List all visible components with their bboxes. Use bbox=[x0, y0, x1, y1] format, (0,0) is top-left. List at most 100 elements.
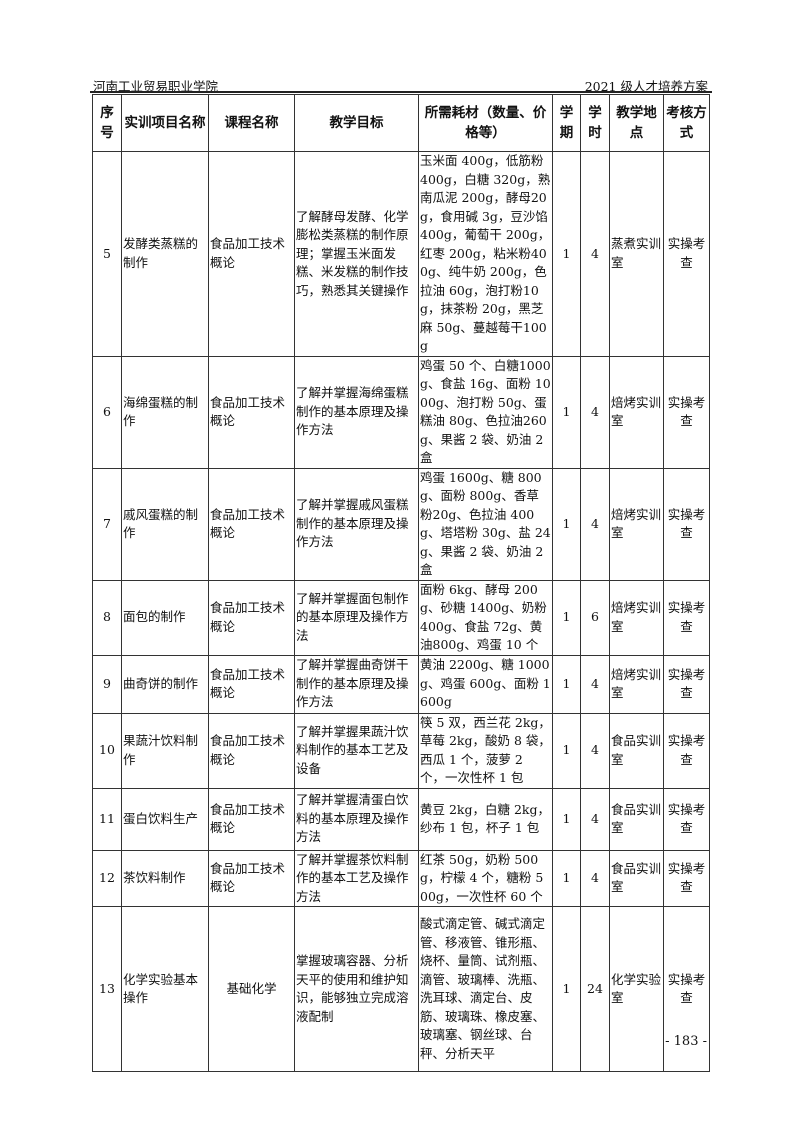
column-header: 学时 bbox=[580, 94, 610, 152]
cell-course: 食品加工技术概论 bbox=[208, 712, 295, 789]
cell-hours: 6 bbox=[580, 579, 610, 656]
table-header-row: 序号 实训项目名称 课程名称 教学目标 所需耗材（数量、价格等） 学期 学时 教学地点 考核方式 bbox=[92, 94, 710, 152]
cell-course: 食品加工技术概论 bbox=[208, 654, 295, 714]
column-header: 所需耗材（数量、价格等） bbox=[418, 94, 553, 152]
cell-term: 1 bbox=[552, 712, 581, 789]
table-row: 12 茶饮料制作 食品加工技术概论 了解并掌握茶饮料制作的基本工艺及操作方法 红茶 50… bbox=[92, 849, 710, 907]
cell-place: 食品实训室 bbox=[609, 787, 664, 851]
cell-goal: 了解酵母发酵、化学膨松类蒸糕的制作原理；掌握玉米面发糕、米发糕的制作技巧，熟悉其… bbox=[294, 151, 419, 357]
cell-no: 5 bbox=[92, 151, 122, 357]
cell-no: 8 bbox=[92, 579, 122, 656]
column-header: 课程名称 bbox=[208, 94, 295, 152]
table-row: 13 化学实验基本操作 基础化学 掌握玻璃容器、分析天平的使用和维护知识，能够独立完成… bbox=[92, 906, 710, 1072]
cell-name: 戚风蛋糕的制作 bbox=[121, 467, 209, 581]
training-table: 序号 实训项目名称 课程名称 教学目标 所需耗材（数量、价格等） 学期 学时 教学地点 考核方式… bbox=[92, 94, 710, 1072]
table-row: 9 曲奇饼的制作 食品加工技术概论 了解并掌握曲奇饼干制作的基本原理及操作方法 黄油 2… bbox=[92, 654, 710, 714]
page-number: - 183 - bbox=[665, 1034, 707, 1049]
cell-hours: 4 bbox=[580, 849, 610, 907]
cell-goal: 了解并掌握茶饮料制作的基本工艺及操作方法 bbox=[294, 849, 419, 907]
cell-name: 面包的制作 bbox=[121, 579, 209, 656]
cell-exam: 实操考查 bbox=[663, 579, 710, 656]
cell-hours: 4 bbox=[580, 712, 610, 789]
header-institution: 河南工业贸易职业学院 bbox=[93, 79, 219, 94]
cell-course: 食品加工技术概论 bbox=[208, 467, 295, 581]
cell-materials: 玉米面 400g，低筋粉400g，白糖 320g，熟南瓜泥 200g，酵母20g… bbox=[418, 151, 553, 357]
table-row: 11 蛋白饮料生产 食品加工技术概论 了解并掌握清蛋白饮料的基本原理及操作方法 黄豆 2… bbox=[92, 787, 710, 851]
cell-course: 基础化学 bbox=[208, 906, 295, 1072]
cell-no: 7 bbox=[92, 467, 122, 581]
cell-course: 食品加工技术概论 bbox=[208, 579, 295, 656]
cell-course: 食品加工技术概论 bbox=[208, 849, 295, 907]
cell-course: 食品加工技术概论 bbox=[208, 787, 295, 851]
cell-no: 13 bbox=[92, 906, 122, 1072]
cell-exam: 实操考查 bbox=[663, 151, 710, 357]
cell-hours: 4 bbox=[580, 467, 610, 581]
cell-place: 化学实验室 bbox=[609, 906, 664, 1072]
cell-exam: 实操考查 bbox=[663, 467, 710, 581]
cell-name: 曲奇饼的制作 bbox=[121, 654, 209, 714]
cell-goal: 了解并掌握面包制作的基本原理及操作方法 bbox=[294, 579, 419, 656]
column-header: 学期 bbox=[552, 94, 581, 152]
table-row: 6 海绵蛋糕的制作 食品加工技术概论 了解并掌握海绵蛋糕制作的基本原理及操作方法 鸡蛋 … bbox=[92, 355, 710, 469]
column-header: 考核方式 bbox=[663, 94, 710, 152]
cell-name: 茶饮料制作 bbox=[121, 849, 209, 907]
cell-place: 蒸煮实训室 bbox=[609, 151, 664, 357]
cell-term: 1 bbox=[552, 579, 581, 656]
column-header: 序号 bbox=[92, 94, 122, 152]
cell-goal: 了解并掌握曲奇饼干制作的基本原理及操作方法 bbox=[294, 654, 419, 714]
column-header: 教学地点 bbox=[609, 94, 664, 152]
cell-no: 10 bbox=[92, 712, 122, 789]
cell-place: 焙烤实训室 bbox=[609, 355, 664, 469]
header-rule bbox=[90, 91, 712, 93]
cell-no: 11 bbox=[92, 787, 122, 851]
cell-hours: 4 bbox=[580, 654, 610, 714]
cell-term: 1 bbox=[552, 654, 581, 714]
cell-materials: 面粉 6kg、酵母 200g、砂糖 1400g、奶粉400g、食盐 72g、黄油… bbox=[418, 579, 553, 656]
cell-place: 焙烤实训室 bbox=[609, 467, 664, 581]
cell-goal: 了解并掌握戚风蛋糕制作的基本原理及操作方法 bbox=[294, 467, 419, 581]
cell-term: 1 bbox=[552, 151, 581, 357]
cell-place: 焙烤实训室 bbox=[609, 654, 664, 714]
cell-goal: 了解并掌握果蔬汁饮料制作的基本工艺及设备 bbox=[294, 712, 419, 789]
column-header: 实训项目名称 bbox=[121, 94, 209, 152]
cell-exam: 实操考查 bbox=[663, 355, 710, 469]
cell-materials: 筷 5 双，西兰花 2kg，草莓 2kg，酸奶 8 袋，西瓜 1 个，菠萝 2 … bbox=[418, 712, 553, 789]
cell-materials: 酸式滴定管、碱式滴定管、移液管、锥形瓶、烧杯、量筒、试剂瓶、滴管、玻璃棒、洗瓶、… bbox=[418, 906, 553, 1072]
table-row: 7 戚风蛋糕的制作 食品加工技术概论 了解并掌握戚风蛋糕制作的基本原理及操作方法 鸡蛋 … bbox=[92, 467, 710, 581]
cell-materials: 鸡蛋 1600g、糖 800g、面粉 800g、香草粉20g、色拉油 400g、… bbox=[418, 467, 553, 581]
cell-name: 海绵蛋糕的制作 bbox=[121, 355, 209, 469]
cell-exam: 实操考查 bbox=[663, 787, 710, 851]
cell-name: 果蔬汁饮料制作 bbox=[121, 712, 209, 789]
cell-materials: 鸡蛋 50 个、白糖1000g、食盐 16g、面粉 1000g、泡打粉 50g、… bbox=[418, 355, 553, 469]
cell-no: 12 bbox=[92, 849, 122, 907]
cell-goal: 了解并掌握清蛋白饮料的基本原理及操作方法 bbox=[294, 787, 419, 851]
cell-hours: 4 bbox=[580, 355, 610, 469]
header-title: 2021 级人才培养方案 bbox=[584, 79, 708, 94]
cell-exam: 实操考查 bbox=[663, 712, 710, 789]
cell-exam: 实操考查 bbox=[663, 906, 710, 1072]
cell-hours: 24 bbox=[580, 906, 610, 1072]
cell-place: 焙烤实训室 bbox=[609, 579, 664, 656]
cell-name: 蛋白饮料生产 bbox=[121, 787, 209, 851]
cell-materials: 黄豆 2kg，白糖 2kg，纱布 1 包，杯子 1 包 bbox=[418, 787, 553, 851]
table-row: 8 面包的制作 食品加工技术概论 了解并掌握面包制作的基本原理及操作方法 面粉 6kg、… bbox=[92, 579, 710, 656]
cell-term: 1 bbox=[552, 355, 581, 469]
cell-term: 1 bbox=[552, 906, 581, 1072]
cell-name: 化学实验基本操作 bbox=[121, 906, 209, 1072]
cell-hours: 4 bbox=[580, 787, 610, 851]
cell-course: 食品加工技术概论 bbox=[208, 151, 295, 357]
cell-goal: 了解并掌握海绵蛋糕制作的基本原理及操作方法 bbox=[294, 355, 419, 469]
cell-no: 9 bbox=[92, 654, 122, 714]
cell-course: 食品加工技术概论 bbox=[208, 355, 295, 469]
table-row: 10 果蔬汁饮料制作 食品加工技术概论 了解并掌握果蔬汁饮料制作的基本工艺及设备筷 5… bbox=[92, 712, 710, 789]
cell-term: 1 bbox=[552, 849, 581, 907]
cell-place: 食品实训室 bbox=[609, 712, 664, 789]
table-row: 5 发酵类蒸糕的制作 食品加工技术概论 了解酵母发酵、化学膨松类蒸糕的制作原理；掌握玉… bbox=[92, 151, 710, 357]
column-header: 教学目标 bbox=[294, 94, 419, 152]
cell-no: 6 bbox=[92, 355, 122, 469]
cell-name: 发酵类蒸糕的制作 bbox=[121, 151, 209, 357]
cell-exam: 实操考查 bbox=[663, 654, 710, 714]
cell-materials: 黄油 2200g、糖 1000g、鸡蛋 600g、面粉 1600g bbox=[418, 654, 553, 714]
cell-term: 1 bbox=[552, 467, 581, 581]
